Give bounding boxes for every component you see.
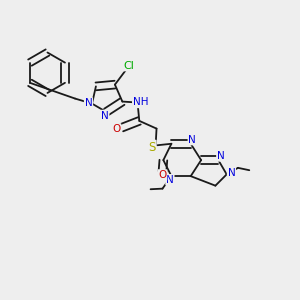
Text: Cl: Cl <box>123 61 134 70</box>
Text: S: S <box>148 140 156 154</box>
Text: N: N <box>85 98 92 108</box>
Text: N: N <box>228 168 235 178</box>
Text: N: N <box>166 175 174 185</box>
Text: O: O <box>158 170 166 180</box>
Text: N: N <box>188 135 196 145</box>
Text: O: O <box>112 124 121 134</box>
Text: N: N <box>101 110 109 121</box>
Text: N: N <box>217 151 225 161</box>
Text: NH: NH <box>133 98 148 107</box>
